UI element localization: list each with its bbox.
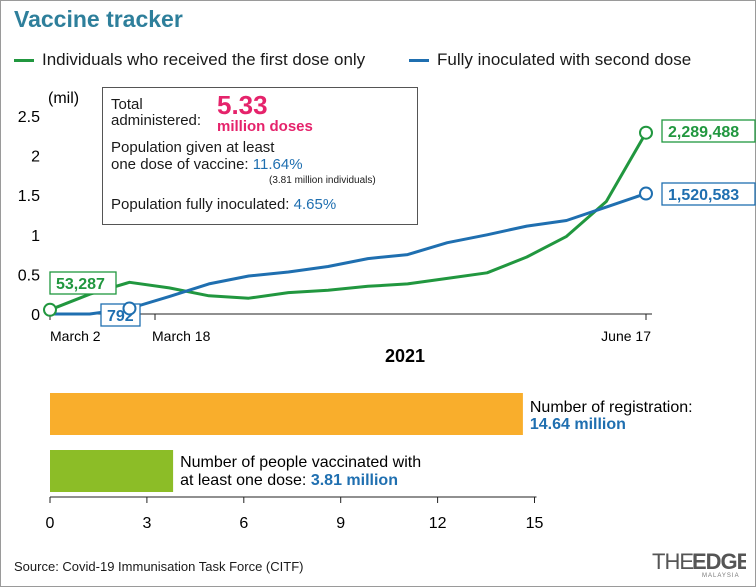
y-tick-label: 0.5 [18,267,40,284]
source-note: Source: Covid-19 Immunisation Task Force… [14,559,304,574]
one-dose-label-line1: Population given at least [111,139,275,156]
annotation-box [661,119,756,143]
fully-line: Population fully inoculated: 4.65% [111,196,336,213]
summary-box: Total administered: 5.33 million doses P… [102,87,418,225]
svg-text:EDGE: EDGE [692,549,746,574]
annotation-marker [639,125,653,140]
total-label-line1: Total [111,96,143,113]
annotation-label: 1,520,583 [668,187,739,204]
annotation-box [661,182,756,206]
legend-swatch-first-dose [14,58,34,62]
series-line [50,192,647,316]
the-edge-logo: THE EDGE MALAYSIA [652,549,746,579]
annotation-marker [639,186,653,201]
total-label: administered: [111,112,202,129]
line-chart: (mil) 0 0.5 1 1.5 2 2.5 March 2 March 18 June 17 2… [18,90,756,366]
y-tick-label: 2.5 [18,109,40,126]
y-tick-label: 0 [31,307,40,324]
x-tick-label: March 18 [152,328,211,344]
one-dose-value: 11.64% [252,156,303,173]
annotation-label: 2,289,488 [668,124,739,141]
chart-title: Vaccine tracker [14,6,183,32]
one-dose-line2: one dose of vaccine: 11.64% [111,156,303,173]
total-value: 5.33 [217,90,268,120]
annotation-marker [122,301,137,316]
total-unit: million doses [217,118,313,135]
y-tick-label: 1 [31,228,40,245]
svg-text:THE: THE [652,549,693,574]
legend-first-dose: Individuals who received the first dose … [14,50,365,70]
fully-value: 4.65% [293,196,337,213]
x-axis-title: 2021 [385,346,425,366]
y-tick-label: 2 [31,149,40,166]
legend-label-first-dose: Individuals who received the first dose … [42,50,366,69]
y-unit-label: (mil) [48,90,79,107]
x-tick-label: March 2 [50,328,101,344]
svg-text:MALAYSIA: MALAYSIA [702,573,740,579]
annotation-box [49,271,117,295]
y-tick-label: 1.5 [18,188,40,205]
series-line [49,131,648,312]
annotation-marker [43,302,57,317]
legend-second-dose: Fully inoculated with second dose [409,50,691,70]
annotation-label: 53,287 [56,276,105,293]
legend-swatch-second-dose [409,58,429,62]
fully-label: Population fully inoculated: [111,196,290,213]
x-tick-label: June 17 [601,328,651,344]
legend-label-second-dose: Fully inoculated with second dose [437,50,692,69]
one-dose-note: (3.81 million individuals) [269,175,376,186]
one-dose-label-line2: one dose of vaccine: [111,156,249,173]
